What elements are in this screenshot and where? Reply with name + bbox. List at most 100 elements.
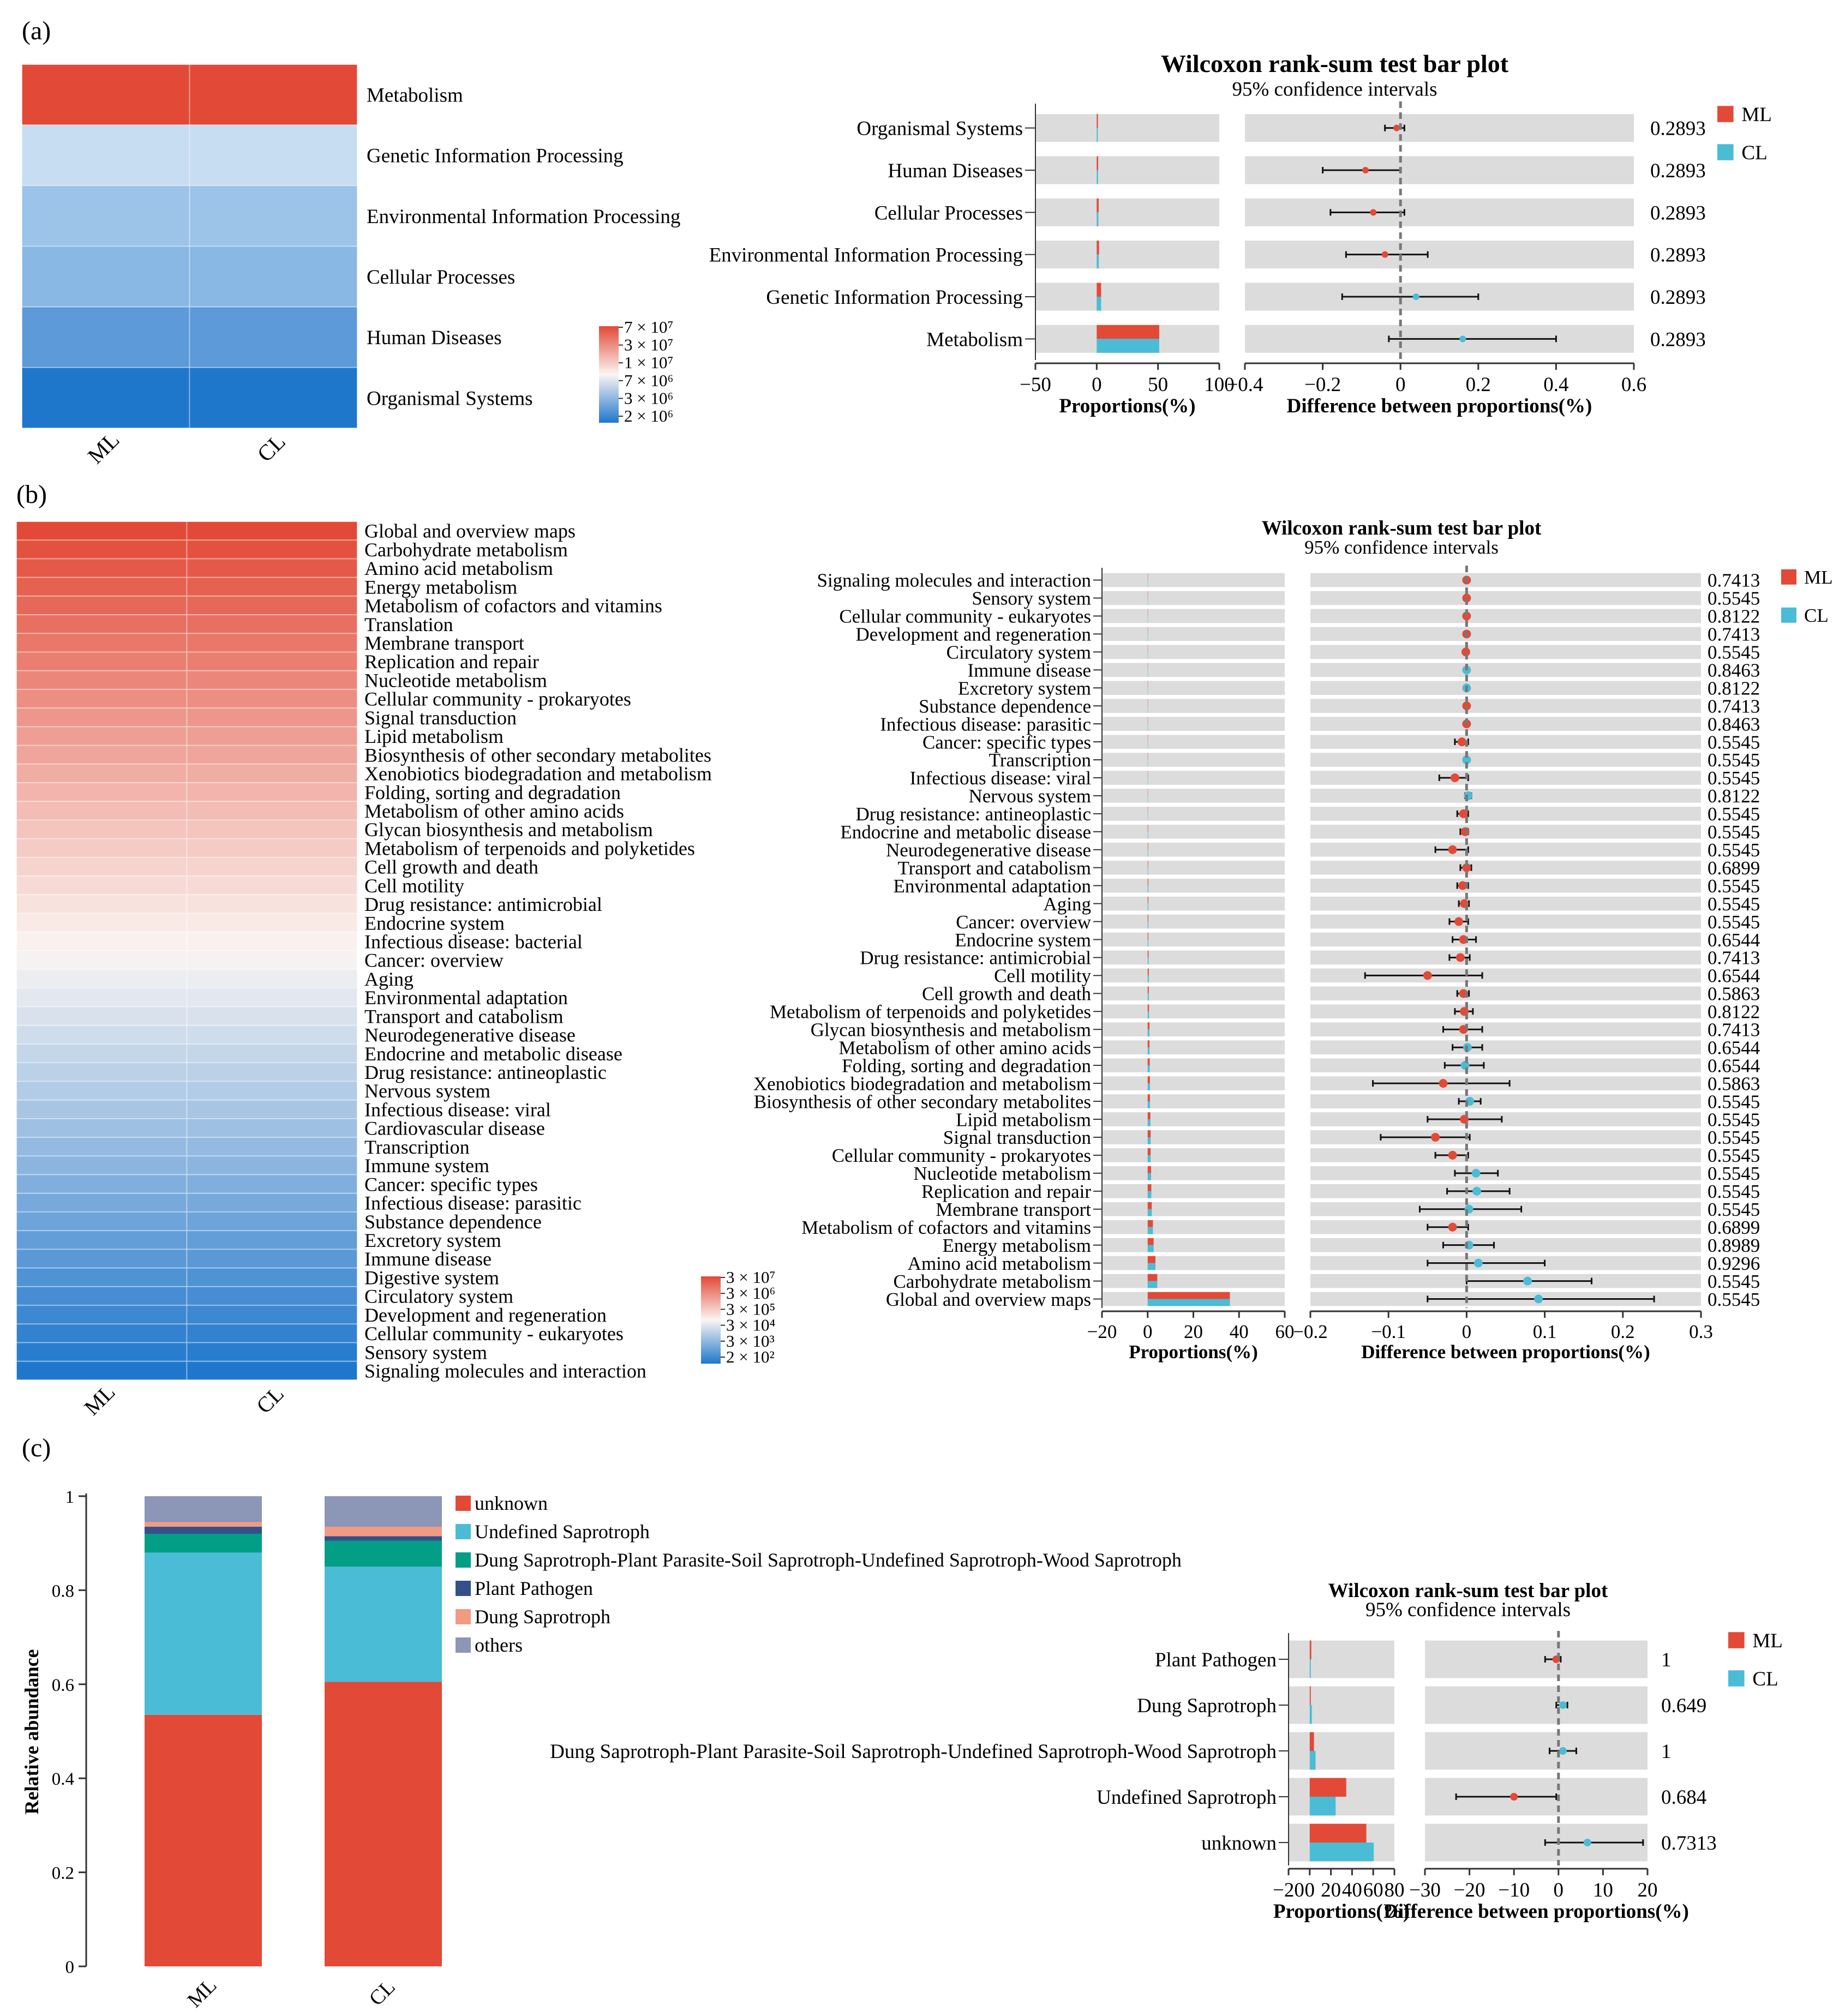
stacked-bar-chart-c: 0 0.2 0.4 0.6 0.8 1 Relative abundance ML CL unkn… xyxy=(21,1487,1182,2012)
heatmap-cell xyxy=(186,782,358,802)
diff-tick-label: 0 xyxy=(1395,374,1406,396)
p-value: 0.7413 xyxy=(1708,1019,1760,1041)
heatmap-col-label: CL xyxy=(251,1381,289,1418)
heatmap-cell xyxy=(186,1099,358,1119)
diff-tick-label: −0.2 xyxy=(1304,374,1341,396)
diff-track xyxy=(1310,1058,1701,1073)
heatmap-row-label: Replication and repair xyxy=(364,651,539,673)
bar-ml xyxy=(1147,1274,1158,1281)
legend-swatch xyxy=(456,1552,471,1568)
stack-segment xyxy=(325,1496,442,1527)
bar-cl xyxy=(1147,1299,1230,1306)
prop-tick-label: 50 xyxy=(1148,374,1168,396)
p-value: 0.8122 xyxy=(1708,606,1760,627)
category-label: Immune disease xyxy=(968,659,1091,681)
prop-track xyxy=(1102,1238,1285,1252)
bar-ml xyxy=(1147,1076,1150,1084)
diff-tick-label: 0.2 xyxy=(1466,374,1491,396)
diff-track xyxy=(1310,627,1701,641)
heatmap-cell xyxy=(16,688,188,709)
p-value: 0.5863 xyxy=(1708,1073,1760,1094)
legend-label: unknown xyxy=(475,1492,548,1514)
diff-track xyxy=(1310,986,1701,1001)
diff-track xyxy=(1310,878,1701,893)
estimate-point xyxy=(1462,611,1471,621)
prop-tick-label: 20 xyxy=(1184,1321,1203,1342)
bar-cl xyxy=(1097,170,1098,184)
category-label: Environmental adaptation xyxy=(893,875,1091,897)
heatmap-cell xyxy=(186,1155,358,1175)
diff-tick-label: 0.4 xyxy=(1543,374,1568,396)
prop-tick-label: −50 xyxy=(1020,374,1051,396)
prop-track xyxy=(1289,1732,1394,1770)
heatmap-row-label: Immune system xyxy=(364,1155,489,1177)
heatmap-row-label: Drug resistance: antineoplastic xyxy=(364,1061,607,1083)
heatmap-row-label: Xenobiotics biodegradation and metabolis… xyxy=(364,763,712,785)
bar-cl xyxy=(1147,1191,1152,1198)
chart-title: Wilcoxon rank-sum test bar plot xyxy=(1161,50,1509,77)
legend-label-cl: CL xyxy=(1752,1668,1778,1690)
heatmap-cell xyxy=(186,614,358,634)
heatmap-row-label: Infectious disease: parasitic xyxy=(364,1192,582,1214)
heatmap-cell xyxy=(186,875,358,896)
heatmap-cell xyxy=(186,1249,358,1269)
diff-track xyxy=(1245,156,1634,184)
prop-tick-label: −20 xyxy=(1087,1321,1117,1342)
p-value: 0.5545 xyxy=(1708,1199,1760,1220)
legend-swatch xyxy=(456,1496,471,1511)
bar-cl xyxy=(1147,1173,1152,1180)
x-category-label: ML xyxy=(183,1974,221,2012)
estimate-point xyxy=(1473,1258,1483,1268)
stack-segment xyxy=(325,1540,442,1567)
p-value: 0.5545 xyxy=(1708,1289,1760,1310)
category-label: Plant Pathogen xyxy=(1155,1649,1277,1671)
prop-track xyxy=(1102,663,1285,677)
diff-tick-label: 0.3 xyxy=(1689,1321,1713,1342)
bar-cl xyxy=(1147,1065,1150,1073)
prop-track xyxy=(1102,681,1285,695)
prop-track xyxy=(1102,753,1285,767)
prop-tick-label: 0 xyxy=(1143,1321,1153,1342)
heatmap-cell xyxy=(186,707,358,728)
diff-track xyxy=(1310,860,1701,875)
heatmap-cell xyxy=(21,185,190,247)
stack-segment xyxy=(145,1496,262,1522)
legend-label: Dung Saprotroph xyxy=(475,1606,610,1628)
heatmap-cell xyxy=(16,1342,188,1362)
heatmap-row-label: Endocrine and metabolic disease xyxy=(364,1043,622,1065)
heatmap-row-label: Environmental Information Processing xyxy=(367,206,680,228)
category-label: Sensory system xyxy=(972,588,1091,609)
category-label: Replication and repair xyxy=(921,1181,1091,1202)
estimate-point xyxy=(1559,1747,1567,1755)
prop-track xyxy=(1102,986,1285,1001)
heatmap-row-label: Drug resistance: antimicrobial xyxy=(364,893,602,915)
p-value: 0.2893 xyxy=(1650,286,1706,309)
category-label: Nervous system xyxy=(968,785,1091,807)
heatmap-cell xyxy=(16,1286,188,1306)
prop-track xyxy=(1102,1220,1285,1234)
category-label: Infectious disease: parasitic xyxy=(880,713,1091,735)
legend-label-ml: ML xyxy=(1752,1630,1783,1652)
p-value: 0.5545 xyxy=(1708,588,1760,609)
category-label: Substance dependence xyxy=(919,695,1091,717)
diff-track xyxy=(1310,1004,1701,1019)
scale-label: 3 × 10⁶ xyxy=(726,1283,775,1303)
prop-track xyxy=(1035,241,1219,269)
diff-track xyxy=(1310,1148,1701,1162)
bar-ml xyxy=(1097,325,1159,339)
chart-title: Wilcoxon rank-sum test bar plot xyxy=(1262,517,1542,539)
heatmap-cell xyxy=(186,1118,358,1138)
diff-track xyxy=(1310,609,1701,623)
bar-cl xyxy=(1147,975,1149,983)
p-value: 0.8989 xyxy=(1708,1235,1760,1256)
prop-track xyxy=(1102,735,1285,749)
category-label: Lipid metabolism xyxy=(956,1109,1091,1130)
heatmap-cell xyxy=(186,1342,358,1362)
heatmap-row-label: Translation xyxy=(364,614,453,635)
bar-cl xyxy=(1147,993,1149,1001)
prop-track xyxy=(1102,932,1285,947)
p-value: 0.2893 xyxy=(1650,160,1706,182)
heatmap-row-label: Carbohydrate metabolism xyxy=(364,539,568,561)
